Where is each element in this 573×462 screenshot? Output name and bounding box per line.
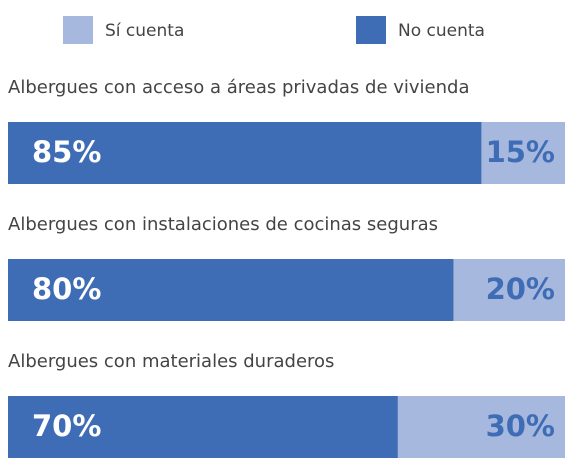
bar-segment (397, 396, 565, 458)
value-label: 15% (486, 135, 555, 169)
value-label: 30% (486, 409, 555, 443)
bar-segment (481, 122, 565, 184)
value-label: 85% (32, 135, 101, 169)
legend-label: No cuenta (398, 21, 485, 41)
bar-segment (8, 396, 398, 458)
bar-segment (8, 259, 454, 321)
category-label: Albergues con acceso a áreas privadas de… (8, 77, 469, 98)
legend-swatch (356, 16, 386, 44)
bar-segment (453, 259, 565, 321)
legend-label: Sí cuenta (105, 21, 184, 41)
legend-swatch (63, 16, 93, 44)
category-label: Albergues con instalaciones de cocinas s… (8, 214, 438, 235)
category-label: Albergues con materiales duraderos (8, 351, 334, 372)
value-label: 70% (32, 409, 101, 443)
bar-segment (8, 122, 482, 184)
value-label: 20% (486, 272, 555, 306)
value-label: 80% (32, 272, 101, 306)
